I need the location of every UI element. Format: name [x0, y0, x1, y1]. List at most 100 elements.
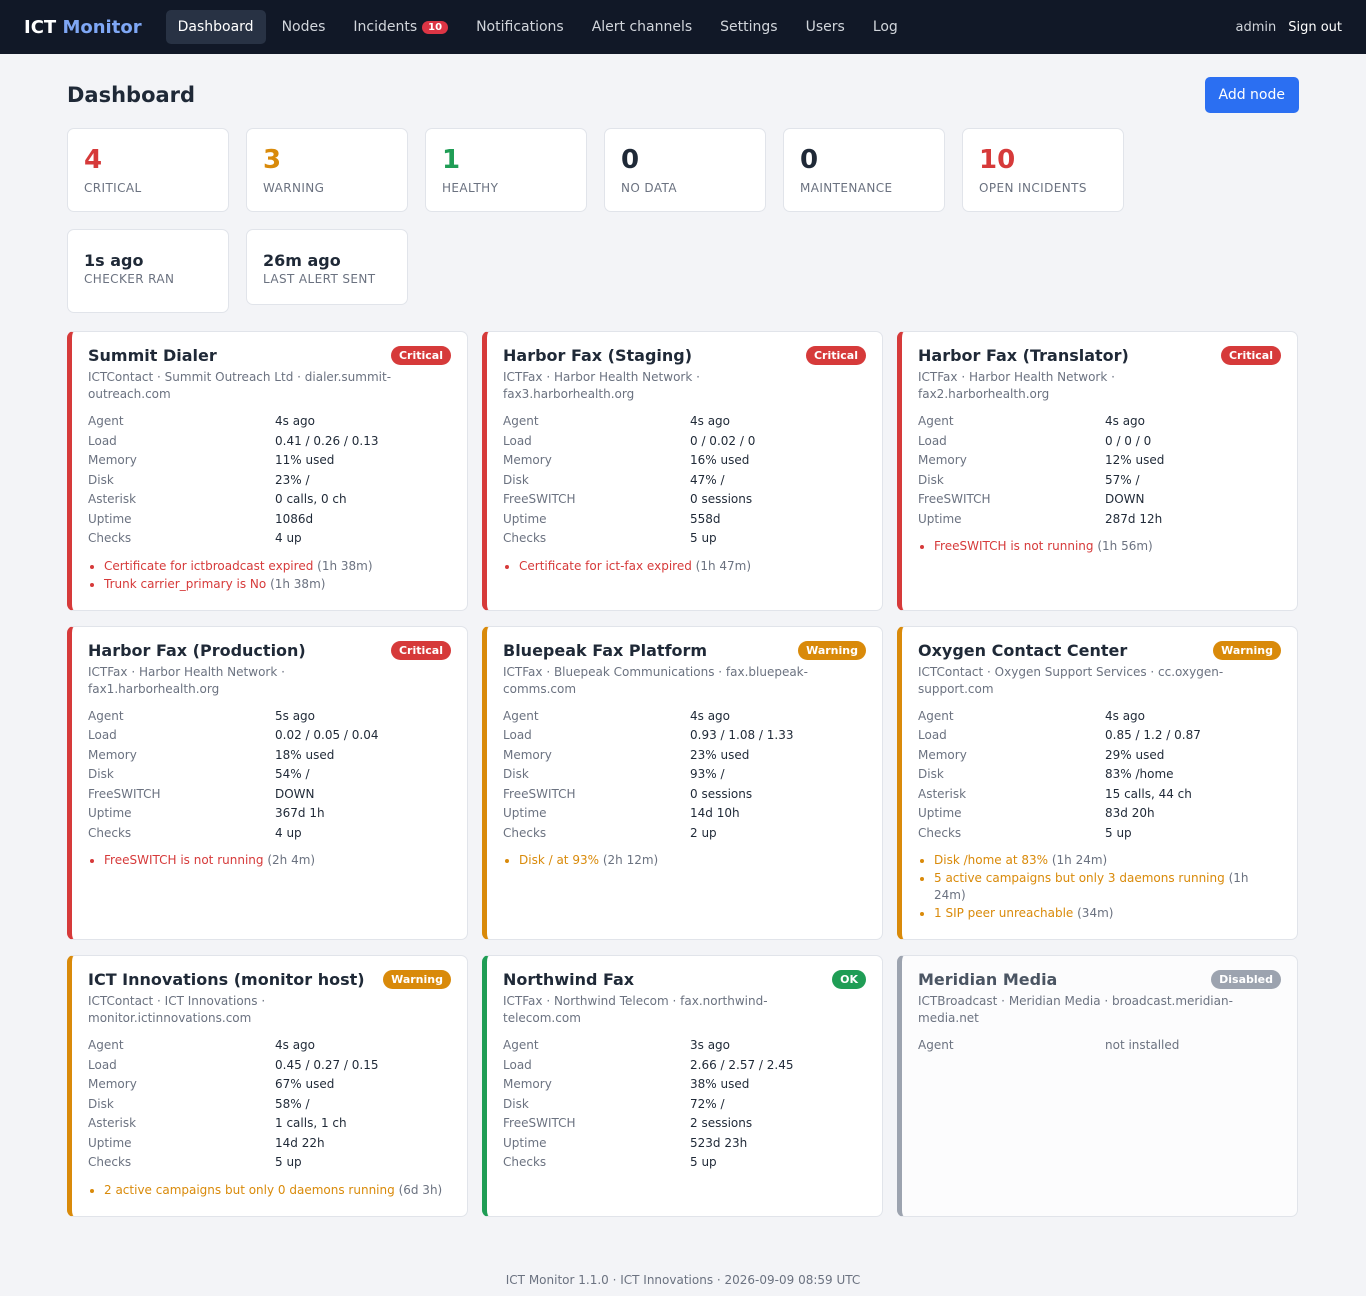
- issue-item[interactable]: FreeSWITCH is not running (2h 4m): [104, 852, 451, 869]
- stat-critical[interactable]: 4 CRITICAL: [67, 128, 229, 212]
- metric-row: Agent 4s ago: [503, 412, 866, 432]
- metric-row: Asterisk 1 calls, 1 ch: [88, 1114, 451, 1134]
- node-card[interactable]: Oxygen Contact Center Warning ICTContact ·…: [897, 625, 1298, 940]
- stat-healthy[interactable]: 1 HEALTHY: [425, 128, 587, 212]
- node-meta: ICTFax · Bluepeak Communications · fax.b…: [503, 664, 808, 696]
- brand-logo[interactable]: ICT Monitor: [24, 17, 142, 38]
- issue-item[interactable]: FreeSWITCH is not running (1h 56m): [934, 538, 1281, 555]
- metric-row: Checks 5 up: [503, 1153, 866, 1173]
- stat-critical-label: CRITICAL: [84, 181, 142, 195]
- metric-value: 54% /: [275, 767, 310, 781]
- stat-maintenance[interactable]: 0 MAINTENANCE: [783, 128, 945, 212]
- issue-item[interactable]: Certificate for ictbroadcast expired (1h…: [104, 558, 451, 575]
- metric-label: Asterisk: [918, 786, 967, 801]
- metric-row: Load 0.85 / 1.2 / 0.87: [918, 726, 1281, 746]
- metric-label: Disk: [88, 767, 114, 781]
- metric-label: Disk: [918, 767, 944, 781]
- nav-nodes[interactable]: Nodes: [270, 10, 338, 44]
- node-metrics: Agent 4s ago Load 0.85 / 1.2 / 0.87 Memory 29…: [918, 707, 1281, 844]
- summary-stats: 4 CRITICAL 3 WARNING 1 HEALTHY 0 NO DATA 0 MA…: [67, 128, 1299, 313]
- metric-value: 14d 10h: [690, 806, 740, 820]
- metric-value: 4s ago: [275, 414, 316, 428]
- metric-label: Agent: [88, 414, 124, 428]
- node-meta: ICTFax · Harbor Health Network · fax1.ha…: [88, 664, 285, 696]
- node-card[interactable]: Bluepeak Fax Platform Warning ICTFax · Blu…: [482, 625, 883, 940]
- node-card[interactable]: Harbor Fax (Staging) Critical ICTFax · Har…: [482, 331, 883, 611]
- issue-item[interactable]: 2 active campaigns but only 0 daemons ru…: [104, 1182, 451, 1199]
- issue-item[interactable]: Certificate for ict-fax expired (1h 47m): [519, 558, 866, 575]
- metric-label: Disk: [88, 1096, 114, 1111]
- nav-users[interactable]: Users: [794, 10, 857, 44]
- metric-label: Load: [88, 728, 117, 742]
- node-name[interactable]: Summit Dialer: [88, 346, 217, 365]
- metric-label: Disk: [503, 767, 529, 781]
- status-badge: Warning: [383, 970, 451, 989]
- issue-age: (1h 38m): [317, 558, 373, 573]
- metric-value: 2.66 / 2.57 / 2.45: [690, 1057, 794, 1072]
- node-name[interactable]: Northwind Fax: [503, 970, 635, 989]
- node-card[interactable]: ICT Innovations (monitor host) Warning ICT…: [67, 955, 468, 1217]
- issue-age: (6d 3h): [398, 1182, 443, 1197]
- metric-value: not installed: [1105, 1038, 1180, 1052]
- metric-row: Disk 58% /: [88, 1095, 451, 1115]
- nav-settings-label: Settings: [720, 19, 778, 35]
- stat-open-incidents[interactable]: 10 OPEN INCIDENTS: [962, 128, 1124, 212]
- metric-value: 0.41 / 0.26 / 0.13: [275, 433, 379, 448]
- node-name[interactable]: ICT Innovations (monitor host): [88, 970, 365, 989]
- sign-out-link[interactable]: Sign out: [1288, 19, 1342, 35]
- node-name[interactable]: Oxygen Contact Center: [918, 640, 1128, 660]
- nav-alert-channels-label: Alert channels: [591, 19, 693, 35]
- metric-label: Disk: [503, 472, 529, 487]
- metric-label: Uptime: [503, 511, 547, 526]
- node-card[interactable]: Summit Dialer Critical ICTContact · Summit…: [67, 331, 468, 611]
- metric-row: Uptime 14d 10h: [503, 804, 866, 824]
- nav-users-label: Users: [805, 19, 845, 35]
- nav-alert-channels[interactable]: Alert channels: [580, 10, 704, 44]
- metric-row: Uptime 558d: [503, 510, 866, 530]
- nav-notifications[interactable]: Notifications: [464, 10, 576, 44]
- current-user: admin: [1235, 19, 1277, 35]
- metric-value: 83d 20h: [1105, 806, 1155, 820]
- node-card[interactable]: Harbor Fax (Production) Critical ICTFax · …: [67, 625, 468, 940]
- metric-label: Load: [918, 433, 947, 448]
- metric-value: 4s ago: [690, 414, 731, 428]
- metric-value: 14d 22h: [275, 1135, 325, 1150]
- metric-value: 0 sessions: [690, 786, 753, 801]
- metric-value: 83% /home: [1105, 767, 1174, 781]
- nav-incidents[interactable]: Incidents 10: [341, 10, 460, 44]
- stat-no-data[interactable]: 0 NO DATA: [604, 128, 766, 212]
- metric-row: Uptime 523d 23h: [503, 1134, 866, 1154]
- metric-value: 47% /: [690, 472, 725, 487]
- stat-warning[interactable]: 3 WARNING: [246, 128, 408, 212]
- metric-label: Memory: [88, 1077, 137, 1091]
- issue-item[interactable]: Disk /home at 83% (1h 24m): [934, 852, 1281, 869]
- node-name[interactable]: Harbor Fax (Production): [88, 640, 306, 660]
- issue-item[interactable]: Trunk carrier_primary is No (1h 38m): [104, 576, 451, 593]
- metric-label: FreeSWITCH: [88, 786, 161, 801]
- node-card[interactable]: Meridian Media Disabled ICTBroadcast · Mer…: [897, 955, 1298, 1217]
- metric-value: 0 / 0 / 0: [1105, 433, 1152, 448]
- node-name[interactable]: Bluepeak Fax Platform: [503, 640, 708, 660]
- issue-item[interactable]: 5 active campaigns but only 3 daemons ru…: [934, 870, 1281, 904]
- nav-settings[interactable]: Settings: [708, 10, 789, 44]
- metric-label: Checks: [88, 531, 132, 545]
- issue-item[interactable]: Disk / at 93% (2h 12m): [519, 852, 866, 869]
- issue-item[interactable]: 1 SIP peer unreachable (34m): [934, 905, 1281, 922]
- metric-label: FreeSWITCH: [503, 1116, 576, 1130]
- metric-value: 38% used: [690, 1077, 750, 1091]
- metric-row: FreeSWITCH DOWN: [88, 785, 451, 805]
- node-card[interactable]: Northwind Fax OK ICTFax · Northwind Teleco…: [482, 955, 883, 1217]
- node-name[interactable]: Harbor Fax (Translator): [918, 346, 1129, 365]
- nav-dashboard[interactable]: Dashboard: [165, 10, 266, 44]
- metric-label: Memory: [88, 453, 137, 467]
- add-node-button[interactable]: Add node: [1204, 77, 1299, 113]
- node-name[interactable]: Meridian Media: [918, 970, 1058, 989]
- top-navbar: ICT Monitor Dashboard Nodes Incidents 10 …: [0, 0, 1366, 54]
- nav-log[interactable]: Log: [861, 10, 910, 44]
- metric-label: Disk: [88, 472, 114, 487]
- nav-incidents-label: Incidents: [353, 19, 418, 35]
- metric-label: Agent: [88, 1038, 124, 1052]
- metric-row: Uptime 83d 20h: [918, 804, 1281, 824]
- node-name[interactable]: Harbor Fax (Staging): [503, 346, 693, 365]
- node-card[interactable]: Harbor Fax (Translator) Critical ICTFax · …: [897, 331, 1298, 611]
